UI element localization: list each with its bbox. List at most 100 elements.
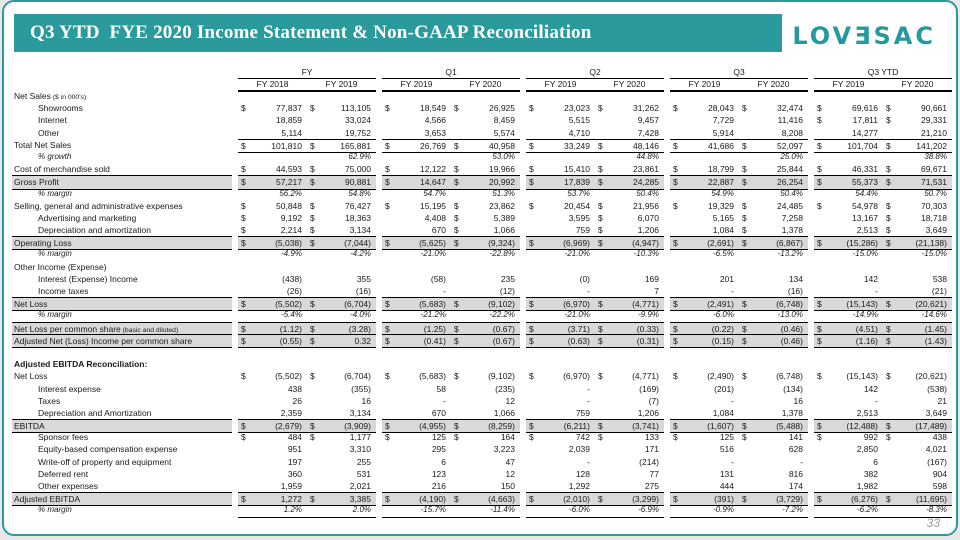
table-cell: $33,249 <box>526 140 595 152</box>
cell-value: 11,416 <box>777 115 803 126</box>
currency-symbol: $ <box>454 103 459 114</box>
column-group-header: Q3 <box>670 66 808 80</box>
cell-value: (3.71) <box>567 323 590 334</box>
table-cell: $ (5,625) <box>382 237 451 249</box>
table-row: Depreciation and amortization $2,214 $3,13… <box>12 224 952 236</box>
cell-value: (26) <box>286 286 302 296</box>
currency-symbol: $ <box>673 103 678 114</box>
table-cell: 128 <box>526 468 595 480</box>
value-group: -15.7% -11.4% <box>382 504 520 518</box>
table-cell: $18,718 <box>883 212 952 224</box>
currency-symbol: $ <box>886 432 891 443</box>
cell-value: 295 <box>431 444 446 455</box>
table-cell: $ (0.33) <box>595 323 664 335</box>
table-cell: 18,859 <box>238 114 307 126</box>
row-label: Net Loss <box>14 371 48 382</box>
cell-value: (3,729) <box>776 494 803 505</box>
row-label: % growth <box>38 151 72 161</box>
value-group <box>670 90 808 102</box>
cell-value: (0.15) <box>711 335 734 346</box>
currency-symbol: $ <box>241 335 246 346</box>
table-cell: 7,428 <box>595 127 664 139</box>
table-row: Other Income (Expense) <box>12 261 952 273</box>
cell-value: 165,881 <box>340 140 371 151</box>
table-cell: $50,848 <box>238 200 307 212</box>
cell-value: 197 <box>287 456 302 467</box>
table-cell: 19,752 <box>307 127 376 139</box>
table-cell <box>814 261 883 273</box>
currency-symbol: $ <box>886 103 891 114</box>
table-row: Adjusted EBITDA Reconciliation: <box>12 358 952 370</box>
value-group <box>382 358 520 370</box>
column-group-header: Q3 YTD <box>814 66 952 80</box>
value-group: $ (2,691) $ (6,867) <box>670 236 808 251</box>
table-cell: $76,427 <box>307 200 376 212</box>
cell-value: 0.32 <box>354 335 371 346</box>
cell-value: (7,044) <box>344 238 371 249</box>
table-cell: 1,959 <box>238 480 307 492</box>
row-label: Net Sales ($ in 000's) <box>14 91 87 101</box>
cell-value: (0.55) <box>279 335 302 346</box>
table-cell: $ (0.55) <box>238 335 307 347</box>
table-cell: (26) <box>238 285 307 297</box>
value-group: $54,978 $70,303 <box>814 200 952 212</box>
table-row: Operating Loss $ (5,038) $ (7,044) $ (5,625) $ (… <box>12 236 952 251</box>
table-cell: -14.9% <box>814 309 883 321</box>
cell-value: 201 <box>719 273 734 284</box>
table-cell: $ (9,102) <box>451 298 520 310</box>
table-row: Sponsor fees $484 $1,177 $125 $164 $742 $133 $1… <box>12 431 952 443</box>
table-cell: $ (6,704) <box>307 370 376 382</box>
table-cell: $ (15,143) <box>814 370 883 382</box>
cell-value: (6,748) <box>776 371 803 382</box>
cell-value: (11,695) <box>915 494 947 505</box>
table-cell: -6.9% <box>595 504 664 516</box>
cell-value: 24,485 <box>777 200 803 211</box>
cell-value: 12 <box>505 468 515 479</box>
cell-value: 141 <box>788 432 803 443</box>
value-group: 5,165 $7,258 <box>670 212 808 224</box>
currency-symbol: $ <box>886 177 891 188</box>
currency-symbol: $ <box>673 238 678 249</box>
value-group: 18,859 33,024 <box>238 114 376 126</box>
cell-value: -15.0% <box>852 249 878 259</box>
cell-value: - <box>443 395 446 406</box>
table-cell: 150 <box>451 480 520 492</box>
table-cell: 5,515 <box>526 114 595 126</box>
table-cell: 123 <box>382 468 451 480</box>
value-group: 44.8% <box>526 151 664 163</box>
value-group: 53.0% <box>382 151 520 163</box>
value-group: 216 150 <box>382 480 520 492</box>
currency-symbol: $ <box>742 494 747 505</box>
table-cell: 4,566 <box>382 114 451 126</box>
currency-symbol: $ <box>742 335 747 346</box>
currency-symbol: $ <box>886 238 891 249</box>
table-cell: 1,084 <box>670 224 739 236</box>
currency-symbol: $ <box>529 238 534 249</box>
table-cell: 54.7% <box>382 188 451 200</box>
value-group: 142 (538) <box>814 383 952 395</box>
table-cell: 51.3% <box>451 188 520 200</box>
table-cell: 360 <box>238 468 307 480</box>
cell-value: (4,663) <box>488 494 515 505</box>
table-cell: $9,192 <box>238 212 307 224</box>
cell-value: -6.9% <box>638 505 659 515</box>
table-cell: 4,021 <box>883 443 952 455</box>
cell-value: 531 <box>356 468 371 479</box>
currency-symbol: $ <box>241 371 246 382</box>
currency-symbol: $ <box>454 140 459 151</box>
currency-symbol: $ <box>310 494 315 505</box>
value-group: $ (391) $ (3,729) <box>670 492 808 507</box>
value-group: $44,593 $75,000 <box>238 163 376 175</box>
table-cell: $25,844 <box>739 163 808 175</box>
table-row: % growth 62.9% 53.0% 44.8% 25.0% 38.8% <box>12 151 952 163</box>
currency-symbol: $ <box>598 238 603 249</box>
value-group: $15,410 $23,861 <box>526 163 664 175</box>
currency-symbol: $ <box>241 212 246 223</box>
cell-value: 1,292 <box>568 481 590 491</box>
cell-value: 1,378 <box>781 225 803 236</box>
table-row: Showrooms $77,837 $113,105 $18,549 $26,925 $2… <box>12 102 952 114</box>
table-cell: $ (6,969) <box>526 237 595 249</box>
row-label: Operating Loss <box>12 236 232 251</box>
table-cell <box>814 90 883 102</box>
cell-value: 19,752 <box>345 127 371 138</box>
